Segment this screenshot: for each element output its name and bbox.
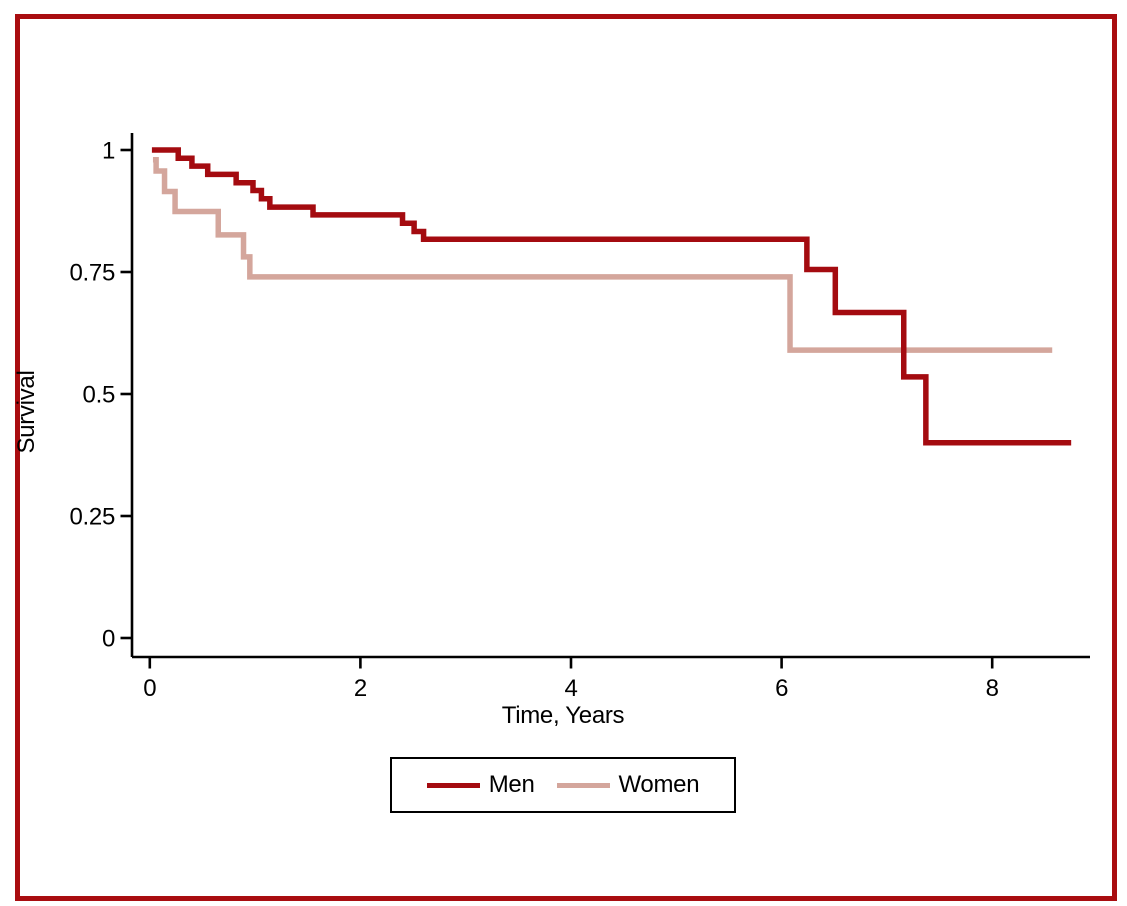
women-line-swatch [556, 782, 610, 788]
men-survival-curve [151, 147, 1072, 446]
x-tick-label: 8 [986, 675, 999, 702]
y-tick-label: 0.75 [69, 260, 115, 287]
y-axis-title: Survival [13, 371, 40, 454]
legend-item-men: Men [426, 771, 535, 798]
x-tick-label: 4 [564, 675, 577, 702]
x-tick-label: 2 [354, 675, 367, 702]
axes [130, 133, 1090, 659]
men-line-swatch [426, 782, 480, 788]
y-tick-label: 0.25 [69, 504, 115, 531]
y-tick-label: 0 [102, 626, 115, 653]
y-tick-label: 1 [102, 138, 115, 165]
x-axis-title: Time, Years [502, 702, 625, 729]
figure-border [15, 14, 1117, 901]
legend-label-women: Women [618, 771, 700, 798]
legend-box: Men Women [390, 757, 736, 813]
axis-ticks: 0 0.25 0.5 0.75 1 0 2 4 6 8 [69, 138, 999, 703]
x-tick-label: 0 [143, 675, 156, 702]
x-tick-label: 6 [775, 675, 788, 702]
legend-label-men: Men [488, 771, 535, 798]
women-survival-curve [152, 157, 1053, 353]
survival-curves [151, 147, 1072, 446]
y-tick-label: 0.5 [83, 382, 115, 409]
legend-item-women: Women [556, 771, 700, 798]
